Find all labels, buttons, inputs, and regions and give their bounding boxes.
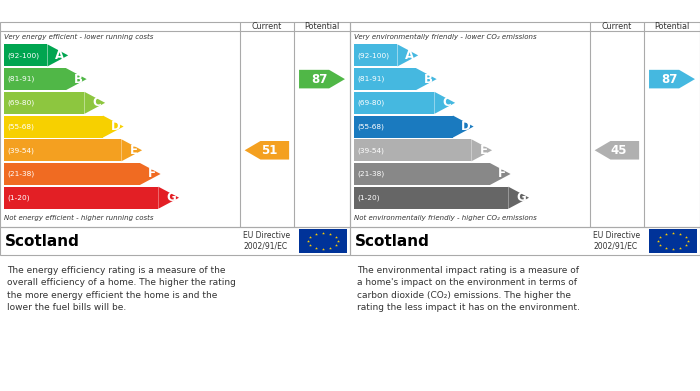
Bar bbox=[354, 68, 416, 90]
Bar bbox=[4, 187, 158, 209]
Text: Current: Current bbox=[252, 22, 282, 31]
Text: (81-91): (81-91) bbox=[8, 76, 35, 83]
Polygon shape bbox=[490, 163, 510, 185]
Polygon shape bbox=[398, 44, 418, 66]
Bar bbox=[354, 163, 490, 185]
Text: The environmental impact rating is a measure of
a home's impact on the environme: The environmental impact rating is a mea… bbox=[357, 266, 580, 312]
Bar bbox=[4, 115, 103, 138]
Polygon shape bbox=[299, 70, 345, 88]
Text: (69-80): (69-80) bbox=[358, 100, 385, 106]
Polygon shape bbox=[244, 141, 289, 160]
Text: 51: 51 bbox=[261, 144, 277, 157]
Bar bbox=[354, 115, 453, 138]
Text: (21-38): (21-38) bbox=[8, 171, 35, 177]
Text: (92-100): (92-100) bbox=[358, 52, 390, 59]
Text: (81-91): (81-91) bbox=[358, 76, 385, 83]
Polygon shape bbox=[508, 187, 529, 209]
Text: (69-80): (69-80) bbox=[8, 100, 35, 106]
Polygon shape bbox=[140, 163, 160, 185]
Polygon shape bbox=[416, 68, 437, 90]
Polygon shape bbox=[121, 139, 142, 161]
Text: 87: 87 bbox=[312, 73, 328, 86]
Text: G: G bbox=[516, 191, 526, 204]
Text: (39-54): (39-54) bbox=[8, 147, 35, 154]
Text: Scotland: Scotland bbox=[355, 233, 430, 249]
Polygon shape bbox=[435, 92, 455, 114]
Text: 45: 45 bbox=[611, 144, 627, 157]
Polygon shape bbox=[103, 115, 124, 138]
Bar bbox=[4, 68, 66, 90]
Polygon shape bbox=[453, 115, 474, 138]
Polygon shape bbox=[594, 141, 639, 160]
Bar bbox=[4, 139, 121, 161]
Bar bbox=[354, 187, 508, 209]
Text: Very energy efficient - lower running costs: Very energy efficient - lower running co… bbox=[4, 34, 153, 40]
Text: EU Directive
2002/91/EC: EU Directive 2002/91/EC bbox=[244, 231, 290, 251]
Bar bbox=[354, 139, 471, 161]
Text: A: A bbox=[55, 49, 64, 62]
Text: The energy efficiency rating is a measure of the
overall efficiency of a home. T: The energy efficiency rating is a measur… bbox=[7, 266, 236, 312]
Polygon shape bbox=[66, 68, 87, 90]
Polygon shape bbox=[48, 44, 68, 66]
Text: EU Directive
2002/91/EC: EU Directive 2002/91/EC bbox=[594, 231, 641, 251]
Text: (55-68): (55-68) bbox=[358, 123, 385, 130]
Text: D: D bbox=[111, 120, 120, 133]
Text: (1-20): (1-20) bbox=[8, 194, 30, 201]
Bar bbox=[354, 92, 435, 114]
Bar bbox=[300, 229, 346, 253]
Text: E: E bbox=[130, 144, 138, 157]
Text: Very environmentally friendly - lower CO₂ emissions: Very environmentally friendly - lower CO… bbox=[354, 34, 536, 40]
Text: A: A bbox=[405, 49, 414, 62]
Text: Potential: Potential bbox=[654, 22, 690, 31]
Text: C: C bbox=[442, 96, 452, 109]
Text: (21-38): (21-38) bbox=[358, 171, 385, 177]
Text: Current: Current bbox=[602, 22, 632, 31]
Text: Energy Efficiency Rating: Energy Efficiency Rating bbox=[6, 5, 168, 18]
Text: F: F bbox=[498, 167, 506, 181]
Text: B: B bbox=[424, 73, 433, 86]
Bar bbox=[354, 44, 398, 66]
Text: F: F bbox=[148, 167, 156, 181]
Text: C: C bbox=[92, 96, 102, 109]
Text: B: B bbox=[74, 73, 83, 86]
Text: Potential: Potential bbox=[304, 22, 340, 31]
Text: Scotland: Scotland bbox=[6, 233, 80, 249]
Polygon shape bbox=[85, 92, 105, 114]
Text: (39-54): (39-54) bbox=[358, 147, 385, 154]
Text: G: G bbox=[166, 191, 176, 204]
Polygon shape bbox=[471, 139, 492, 161]
Bar bbox=[4, 92, 85, 114]
Text: Environmental Impact (CO₂) Rating: Environmental Impact (CO₂) Rating bbox=[355, 5, 587, 18]
Text: 87: 87 bbox=[662, 73, 678, 86]
Text: (55-68): (55-68) bbox=[8, 123, 35, 130]
Text: D: D bbox=[461, 120, 470, 133]
Text: (92-100): (92-100) bbox=[8, 52, 40, 59]
Bar bbox=[650, 229, 696, 253]
Bar bbox=[4, 44, 48, 66]
Text: (1-20): (1-20) bbox=[358, 194, 380, 201]
Polygon shape bbox=[649, 70, 695, 88]
Text: Not energy efficient - higher running costs: Not energy efficient - higher running co… bbox=[4, 215, 153, 221]
Text: E: E bbox=[480, 144, 488, 157]
Text: Not environmentally friendly - higher CO₂ emissions: Not environmentally friendly - higher CO… bbox=[354, 215, 536, 221]
Bar bbox=[4, 163, 140, 185]
Polygon shape bbox=[158, 187, 179, 209]
